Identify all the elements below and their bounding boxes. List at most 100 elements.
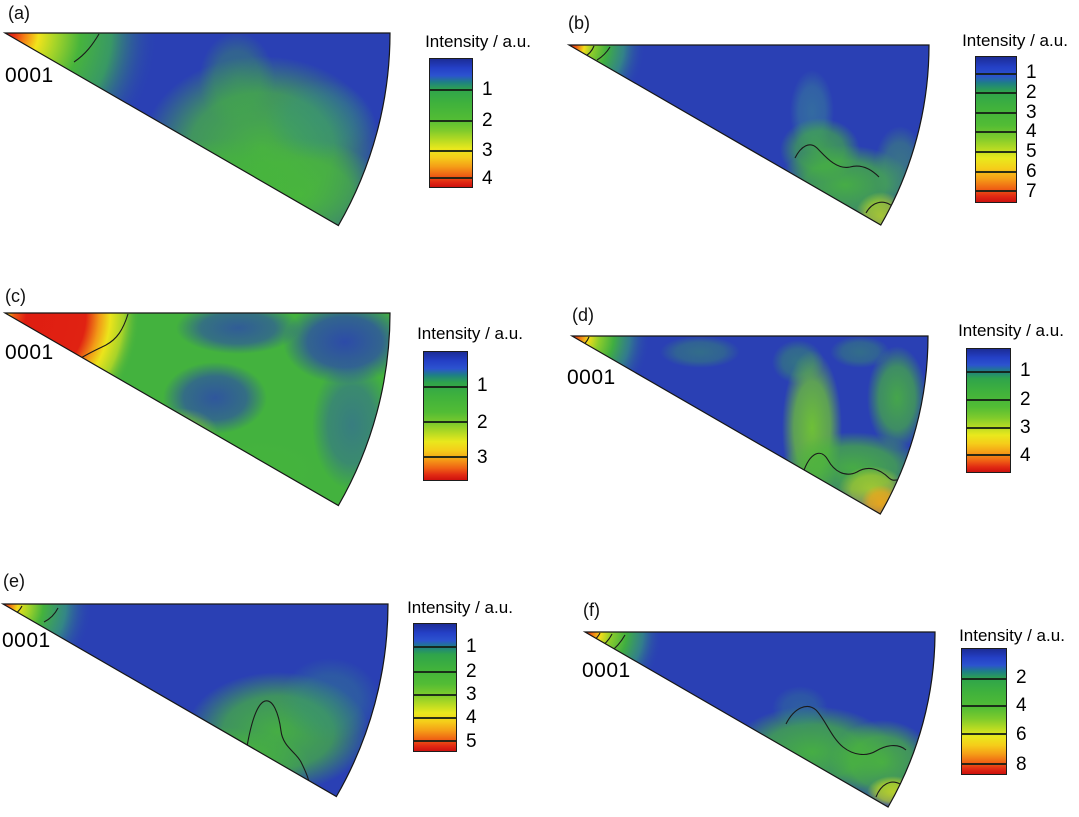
contour-line	[794, 144, 880, 178]
colorbar-b	[975, 56, 1017, 203]
ipf-panel-e	[0, 603, 389, 798]
colorbar-tick	[967, 453, 1010, 456]
colorbar-tick	[962, 705, 1006, 708]
panel-label-e: (e)	[3, 571, 25, 591]
intensity-blob	[200, 440, 320, 500]
colorbar-tick-label: 3	[477, 446, 488, 468]
colorbar-tick	[430, 120, 472, 123]
contour-line	[77, 313, 129, 361]
intensity-blob	[142, 408, 218, 456]
colorbar-tick	[414, 693, 456, 696]
colorbar-c	[423, 351, 468, 481]
ipf-panel-a	[2, 32, 391, 227]
colorbar-tick	[424, 455, 467, 458]
colorbar-tick	[962, 762, 1006, 765]
panel-label-c: (c)	[5, 286, 26, 306]
colorbar-tick-label: 1	[482, 78, 493, 100]
wedge-outline	[2, 32, 391, 227]
intensity-blob	[280, 658, 380, 742]
colorbar-tick	[976, 170, 1016, 173]
colorbar-tick	[430, 177, 472, 180]
corner-label-0001-e: 0001	[2, 629, 51, 652]
colorbar-tick-label: 4	[1016, 695, 1027, 717]
ipf-panel-f	[582, 631, 936, 808]
contour-line	[73, 33, 100, 63]
colorbar-e	[413, 623, 457, 752]
colorbar-tick-label: 4	[1020, 444, 1031, 466]
colorbar-tick-label: 4	[482, 167, 493, 189]
corner-label-0001-c: 0001	[5, 341, 54, 364]
colorbar-tick-label: 2	[477, 411, 488, 433]
colorbar-tick	[414, 716, 456, 719]
colorbar-title-c: Intensity / a.u.	[417, 324, 523, 343]
wedge-outline	[2, 312, 391, 507]
colorbar-tick	[414, 739, 456, 742]
intensity-blob	[855, 192, 907, 225]
colorbar-tick-label: 6	[1016, 723, 1027, 745]
colorbar-tick-label: 6	[1026, 161, 1037, 183]
colorbar-f	[961, 648, 1007, 775]
colorbar-tick-label: 1	[1026, 61, 1037, 83]
panel-label-b: (b)	[568, 13, 590, 33]
corner-label-0001-f: 0001	[582, 659, 631, 682]
colorbar-title-e: Intensity / a.u.	[407, 598, 513, 617]
colorbar-tick-label: 1	[1020, 360, 1031, 382]
contour-line	[875, 781, 901, 798]
colorbar-tick	[962, 733, 1006, 736]
colorbar-tick-label: 1	[466, 635, 477, 657]
intensity-blob	[830, 336, 890, 368]
apex-intensity-peak	[5, 33, 285, 226]
corner-label-0001-a: 0001	[5, 64, 54, 87]
colorbar-tick	[424, 385, 467, 388]
colorbar-title-b: Intensity / a.u.	[962, 31, 1068, 50]
contour-line	[785, 706, 907, 756]
intensity-blob	[867, 776, 919, 807]
intensity-blob	[283, 313, 390, 384]
colorbar-title-d: Intensity / a.u.	[958, 321, 1064, 340]
colorbar-title-a: Intensity / a.u.	[425, 32, 531, 51]
colorbar-tick	[976, 111, 1016, 114]
colorbar-tick	[976, 72, 1016, 75]
colorbar-tick	[967, 426, 1010, 429]
colorbar-tick	[414, 646, 456, 649]
intensity-blob	[867, 346, 927, 450]
panel-label-a: (a)	[8, 3, 30, 23]
colorbar-tick	[976, 131, 1016, 134]
wedge-outline	[582, 631, 936, 808]
colorbar-tick-label: 8	[1016, 753, 1027, 775]
contour-line	[596, 46, 611, 61]
colorbar-tick-label: 3	[466, 683, 477, 705]
colorbar-tick-label: 1	[477, 375, 488, 397]
colorbar-tick-label: 2	[466, 660, 477, 682]
intensity-blob	[100, 726, 310, 797]
contour-line	[43, 607, 59, 623]
colorbar-tick	[430, 89, 472, 92]
colorbar-tick-label: 5	[466, 730, 477, 752]
colorbar-tick-label: 2	[1020, 388, 1031, 410]
colorbar-tick-label: 4	[466, 707, 477, 729]
colorbar-tick	[424, 421, 467, 424]
colorbar-tick-label: 3	[482, 139, 493, 161]
colorbar-d	[966, 348, 1011, 473]
colorbar-tick-label: 2	[1016, 666, 1027, 688]
colorbar-a	[429, 58, 473, 188]
colorbar-tick	[967, 398, 1010, 401]
intensity-blob	[312, 360, 390, 490]
panel-label-f: (f)	[583, 600, 600, 620]
colorbar-tick	[430, 149, 472, 152]
colorbar-tick-label: 2	[482, 110, 493, 132]
colorbar-tick	[414, 670, 456, 673]
colorbar-tick-label: 2	[1026, 81, 1037, 103]
wedge-outline	[569, 335, 929, 515]
intensity-blob	[176, 313, 300, 354]
wedge-outline	[566, 44, 930, 226]
colorbar-tick-label: 3	[1026, 101, 1037, 123]
colorbar-title-f: Intensity / a.u.	[959, 626, 1065, 645]
contour-line	[865, 201, 893, 214]
contour-line	[242, 700, 310, 783]
colorbar-tick-label: 3	[1020, 417, 1031, 438]
colorbar-tick-label: 7	[1026, 180, 1037, 202]
colorbar-tick	[976, 190, 1016, 193]
